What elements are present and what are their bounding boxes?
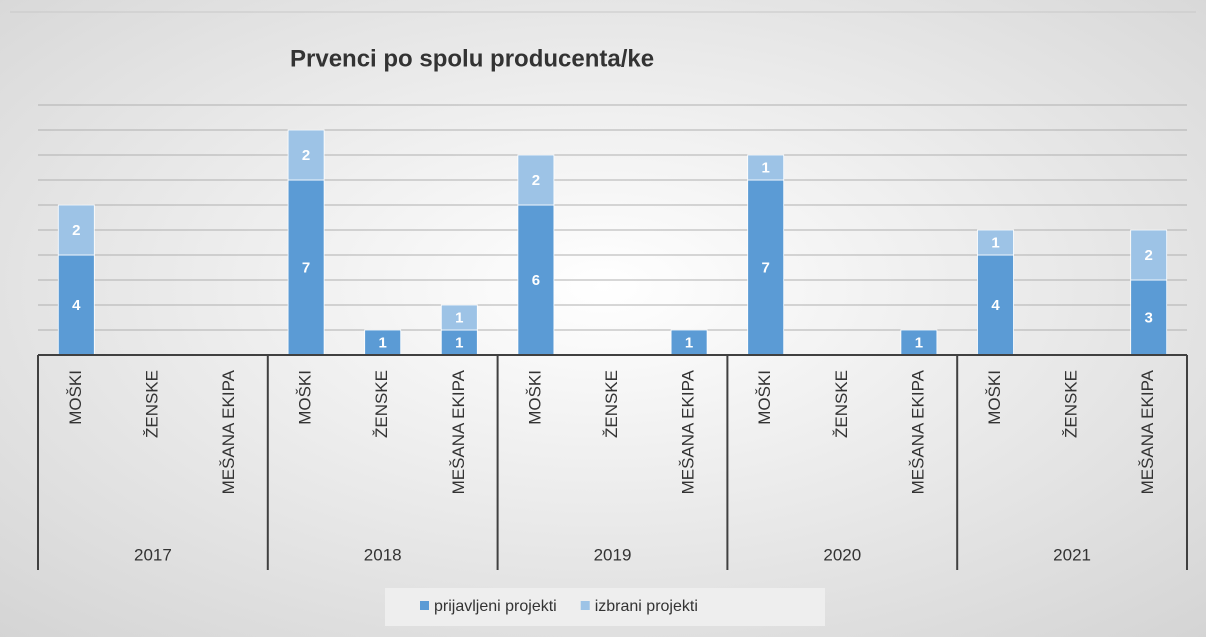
group-label: 2020	[823, 545, 861, 564]
data-label: 2	[302, 147, 310, 164]
x-tick-label: ŽENSKE	[142, 370, 161, 438]
x-tick-label: MOŠKI	[525, 370, 544, 425]
data-label: 4	[991, 297, 1000, 314]
x-tick-label: MOŠKI	[296, 370, 315, 425]
bar-segment	[747, 154, 785, 181]
bar-segment	[440, 304, 478, 331]
data-label: 1	[455, 334, 463, 351]
bar-segment	[670, 329, 708, 356]
x-tick-label: MEŠANA EKIPA	[449, 369, 468, 494]
data-label: 1	[915, 334, 923, 351]
data-label: 7	[302, 259, 310, 276]
data-label: 4	[72, 297, 81, 314]
data-label: 2	[1145, 247, 1153, 264]
group-label: 2019	[594, 545, 632, 564]
x-tick-label: MOŠKI	[755, 370, 774, 425]
bar-segment	[1130, 229, 1168, 281]
legend-swatch	[420, 601, 429, 610]
data-label: 1	[685, 334, 693, 351]
x-tick-label: ŽENSKE	[832, 370, 851, 438]
bar-segment	[1130, 279, 1168, 356]
x-tick-label: MOŠKI	[985, 370, 1004, 425]
x-tick-label: MEŠANA EKIPA	[219, 369, 238, 494]
x-tick-label: ŽENSKE	[372, 370, 391, 438]
x-tick-label: MEŠANA EKIPA	[679, 369, 698, 494]
group-label: 2018	[364, 545, 402, 564]
x-tick-label: MEŠANA EKIPA	[908, 369, 927, 494]
data-label: 1	[455, 309, 463, 326]
bar-segment	[517, 154, 555, 206]
x-tick-label: ŽENSKE	[602, 370, 621, 438]
data-label: 1	[991, 234, 999, 251]
data-label: 3	[1145, 309, 1153, 326]
data-label: 6	[532, 272, 540, 289]
legend-label: izbrani projekti	[595, 598, 698, 615]
bar-segment	[57, 204, 95, 256]
bar-segment	[747, 179, 785, 356]
group-label: 2021	[1053, 545, 1091, 564]
legend-swatch	[580, 601, 590, 610]
x-tick-label: MOŠKI	[66, 370, 85, 425]
data-label: 2	[532, 172, 540, 189]
chart-title: Prvenci po spolu producenta/ke	[290, 45, 654, 72]
bar-segment	[977, 229, 1014, 256]
legend-label: prijavljeni projekti	[434, 598, 557, 615]
legend-box	[385, 588, 825, 626]
group-label: 2017	[134, 545, 172, 564]
x-tick-label: MEŠANA EKIPA	[1138, 369, 1157, 494]
data-label: 2	[72, 222, 80, 239]
bar-segment	[517, 204, 555, 356]
bar-segment	[57, 254, 95, 356]
bar-segment	[287, 129, 325, 181]
x-tick-label: ŽENSKE	[1062, 370, 1081, 438]
data-label: 1	[379, 334, 387, 351]
data-label: 1	[762, 159, 770, 176]
data-label: 7	[762, 259, 770, 276]
